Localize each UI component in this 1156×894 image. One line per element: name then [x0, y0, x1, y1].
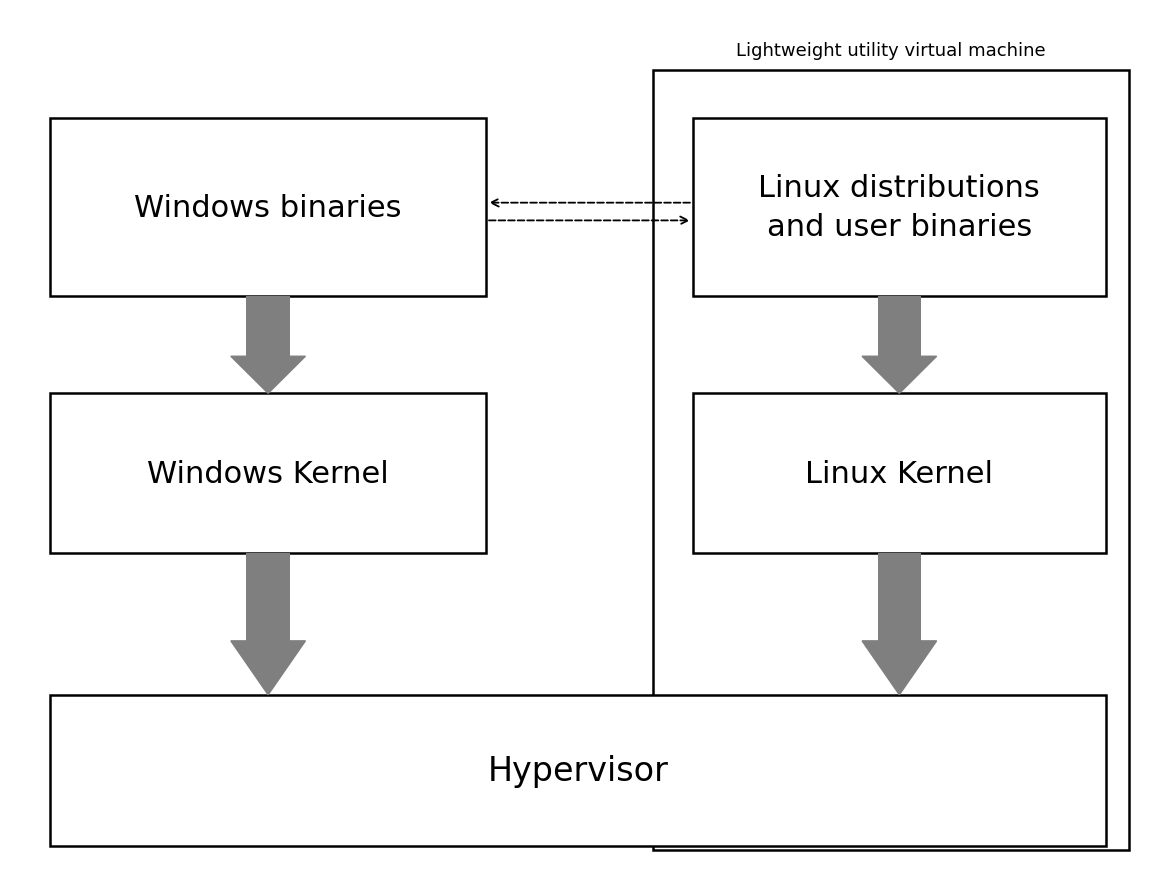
Polygon shape: [231, 357, 305, 394]
Bar: [692, 394, 1106, 553]
Bar: [877, 553, 921, 641]
Polygon shape: [862, 641, 936, 695]
Bar: [246, 553, 290, 641]
Text: Windows binaries: Windows binaries: [134, 193, 402, 223]
Bar: [246, 297, 290, 357]
Text: Windows Kernel: Windows Kernel: [147, 460, 390, 488]
Text: Lightweight utility virtual machine: Lightweight utility virtual machine: [736, 42, 1045, 60]
Text: Hypervisor: Hypervisor: [488, 754, 668, 787]
Bar: [877, 297, 921, 357]
Text: Linux Kernel: Linux Kernel: [806, 460, 993, 488]
Bar: [50, 695, 1106, 846]
Polygon shape: [231, 641, 305, 695]
Bar: [692, 119, 1106, 297]
Bar: [50, 394, 487, 553]
Text: Linux distributions
and user binaries: Linux distributions and user binaries: [758, 174, 1040, 241]
Bar: [50, 119, 487, 297]
Bar: [653, 71, 1129, 850]
Polygon shape: [862, 357, 936, 394]
